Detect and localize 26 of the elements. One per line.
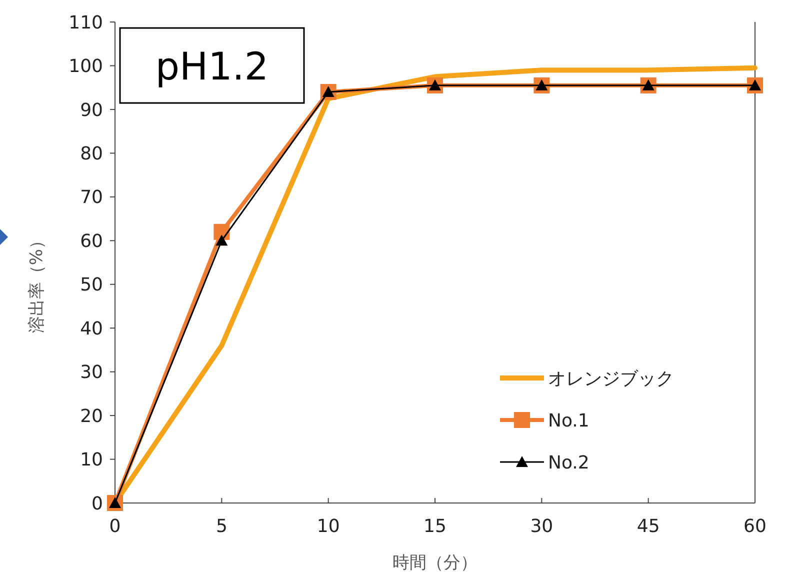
legend-label: オレンジブック — [548, 368, 674, 390]
x-axis-title: 時間（分） — [392, 553, 478, 572]
y-tick-label: 30 — [80, 362, 103, 384]
annotation: pH1.2 — [155, 44, 269, 88]
x-tick-label: 15 — [424, 516, 446, 537]
y-tick-label: 20 — [80, 406, 103, 427]
point — [216, 234, 228, 246]
y-tick-label: 90 — [80, 100, 103, 121]
y-tick-label: 70 — [80, 187, 103, 208]
x-tick-label: 45 — [636, 516, 660, 537]
y-tick-label: 60 — [80, 230, 103, 252]
y-axis-title: 溶出率（%） — [27, 232, 47, 334]
y-tick-label: 80 — [80, 143, 103, 164]
legend-label: No.1 — [548, 410, 590, 432]
legend-label: No.2 — [548, 452, 590, 474]
y-tick-label: 10 — [80, 450, 103, 471]
x-tick-label: 10 — [316, 516, 340, 537]
x-tick-label: 5 — [216, 516, 228, 537]
y-tick-label: 40 — [80, 318, 103, 340]
x-tick-label: 0 — [109, 516, 121, 537]
y-tick-label: 110 — [68, 12, 103, 34]
y-tick-label: 0 — [92, 493, 103, 514]
x-tick-label: 60 — [744, 516, 766, 537]
x-tick-label: 30 — [530, 516, 554, 537]
y-tick-label: 50 — [80, 274, 103, 296]
y-tick-label: 100 — [68, 56, 103, 78]
